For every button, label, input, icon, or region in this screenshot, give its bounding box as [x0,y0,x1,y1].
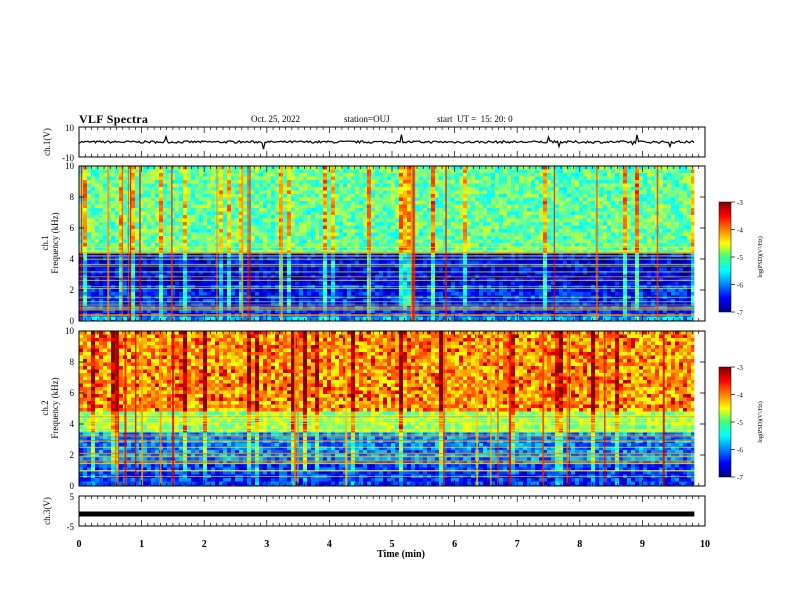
xtick-label-9: 9 [640,539,645,550]
ch2-cb-label-4: -7 [737,474,743,482]
ch1-ytick-bottom: -10 [62,153,74,163]
ch2-spec-ylabel-2: Frequency (kHz) [50,377,60,438]
xtick-label-0: 0 [77,539,82,550]
ch2-spec-ytick-0: 0 [70,481,75,491]
ch2-spec-ytick-4: 8 [70,357,75,367]
ch1-cb-label-4: -7 [737,309,743,317]
xtick-label-10: 10 [700,539,710,550]
ch2-spec-ytick-5: 10 [65,326,75,336]
start-time-label: start UT = 15: 20: 0 [437,114,513,124]
ch2-cb-label-2: -5 [737,419,743,427]
ch1-ylabel: ch.1(V) [42,128,52,156]
ch1-spectrogram-heatmap [79,166,705,321]
ch1-colorbar-label: log(PSD)(V²/Hz) [757,236,764,277]
ch2-cb-label-1: -4 [737,392,743,400]
ch1-spec-ylabel-2: Frequency (kHz) [50,212,60,273]
ch3-ytick-top: 5 [70,492,75,502]
xtick-label-4: 4 [327,539,332,550]
ch2-spec-ylabel-1: ch.2 [40,400,50,415]
xtick-label-3: 3 [264,539,269,550]
ch1-ytick-top: 10 [65,123,75,133]
ch1-cb-label-1: -4 [737,227,743,235]
ch1-spec-ytick-0: 0 [70,316,75,326]
xtick-label-8: 8 [577,539,582,550]
ch3-ytick-bottom: -5 [67,522,75,532]
ch3-ylabel: ch.3(V) [42,497,52,525]
station-label: station=OUJ [344,114,390,124]
x-axis-label: Time (min) [377,549,425,560]
ch2-cb-label-0: -3 [737,364,743,372]
ch1-spec-ytick-3: 6 [70,223,75,233]
ch2-spec-ytick-2: 4 [70,419,75,429]
ch1-spec-ytick-5: 10 [65,161,75,171]
x-axis-ticks: 0 1 2 3 4 5 6 7 8 9 10 [77,127,710,550]
xtick-label-5: 5 [390,539,395,550]
ch2-spectrogram-panel: 0 2 4 6 8 10 ch.2 Frequency (kHz) [40,326,706,491]
xtick-label-7: 7 [515,539,520,550]
ch2-colorbar-label: log(PSD)(V²/Hz) [757,401,764,442]
xtick-label-1: 1 [139,539,144,550]
ch1-spec-ytick-1: 2 [70,285,75,295]
ch2-spec-ytick-1: 2 [70,450,75,460]
ch2-spectrogram-heatmap [79,331,705,486]
ch2-cb-label-3: -6 [737,447,743,455]
ch1-spec-ylabel-1: ch.1 [40,235,50,250]
ch2-colorbar: -3 -4 -5 -6 -7 log(PSD)(V²/Hz) [718,364,764,482]
xtick-label-6: 6 [452,539,457,550]
ch1-cb-label-3: -6 [737,282,743,290]
date-label: Oct. 25, 2022 [251,114,300,124]
ch1-spec-ytick-4: 8 [70,192,75,202]
ch1-cb-label-0: -3 [737,199,743,207]
ch1-spectrogram-panel: 0 2 4 6 8 10 ch.1 Frequency (kHz) [40,161,706,326]
ch2-spec-ytick-3: 6 [70,388,75,398]
ch1-colorbar: -3 -4 -5 -6 -7 log(PSD)(V²/Hz) [718,199,764,317]
ch1-cb-label-2: -5 [737,254,743,262]
ch1-spec-ytick-2: 4 [70,254,75,264]
xtick-label-2: 2 [202,539,207,550]
ch1-trace [78,134,695,150]
figure-title: VLF Spectra [79,112,149,126]
